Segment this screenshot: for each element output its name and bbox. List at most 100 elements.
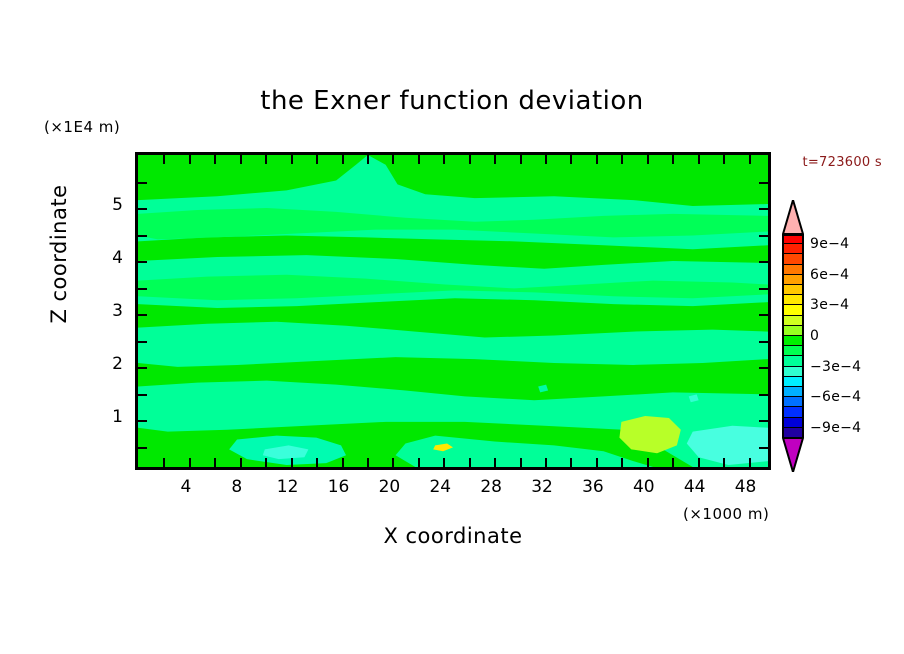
y-axis-tick bbox=[138, 234, 147, 237]
y-axis-tick-label: 5 bbox=[112, 195, 123, 215]
colorbar-tick-label: −6e−4 bbox=[810, 389, 862, 406]
x-axis-tick bbox=[723, 155, 726, 164]
y-axis-tick bbox=[759, 393, 768, 396]
colorbar-band[interactable] bbox=[782, 325, 804, 336]
x-axis-tick bbox=[239, 155, 242, 164]
x-axis-tick bbox=[163, 155, 166, 164]
contour-bands bbox=[138, 155, 768, 467]
y-axis-tick bbox=[759, 234, 768, 237]
colorbar-band[interactable] bbox=[782, 376, 804, 387]
x-axis-tick bbox=[723, 458, 726, 467]
x-axis-tick bbox=[595, 458, 598, 467]
x-axis-tick-label: 16 bbox=[327, 477, 350, 497]
colorbar-band[interactable] bbox=[782, 356, 804, 367]
x-axis-tick bbox=[468, 458, 471, 467]
x-axis-tick bbox=[265, 155, 268, 164]
x-axis-title: X coordinate bbox=[383, 524, 523, 548]
y-axis-tick bbox=[138, 446, 147, 449]
x-axis-tick bbox=[494, 155, 497, 164]
y-axis-tick-label: 3 bbox=[112, 301, 123, 321]
colorbar-band[interactable] bbox=[782, 407, 804, 418]
x-axis-tick-label: 36 bbox=[582, 477, 604, 497]
contour-field bbox=[138, 155, 768, 467]
contour-plot-area bbox=[135, 152, 771, 470]
x-axis-tick bbox=[341, 155, 344, 164]
y-axis-tick bbox=[138, 261, 147, 263]
x-axis-tick bbox=[494, 458, 497, 467]
x-axis-tick bbox=[214, 458, 217, 467]
colorbar-band[interactable] bbox=[782, 387, 804, 398]
colorbar-tick-label: −3e−4 bbox=[810, 358, 862, 375]
y-axis-tick-label: 1 bbox=[112, 407, 123, 427]
x-axis-tick bbox=[646, 155, 649, 164]
x-axis-tick bbox=[163, 458, 166, 467]
colorbar-band[interactable] bbox=[782, 244, 804, 255]
y-axis-tick bbox=[138, 181, 147, 184]
colorbar-band[interactable] bbox=[782, 274, 804, 285]
x-axis-tick-label: 24 bbox=[429, 477, 452, 497]
x-axis-tick bbox=[468, 155, 471, 164]
colorbar-band[interactable] bbox=[782, 366, 804, 377]
y-axis-tick-label: 2 bbox=[112, 354, 123, 374]
colorbar-band[interactable] bbox=[782, 285, 804, 296]
x-axis-tick bbox=[316, 458, 319, 467]
y-axis-tick bbox=[759, 446, 768, 449]
x-axis-tick bbox=[316, 155, 319, 164]
colorbar-band[interactable] bbox=[782, 427, 804, 438]
y-axis-tick bbox=[759, 314, 768, 316]
page-title: the Exner function deviation bbox=[260, 86, 644, 116]
colorbar-band[interactable] bbox=[782, 254, 804, 265]
x-axis-tick bbox=[366, 155, 369, 164]
colorbar-band[interactable] bbox=[782, 315, 804, 326]
y-axis-tick bbox=[759, 261, 768, 263]
x-axis-tick bbox=[214, 155, 217, 164]
x-axis-tick bbox=[417, 155, 420, 164]
x-axis-tick bbox=[748, 155, 751, 164]
x-axis-tick-label: 4 bbox=[180, 477, 192, 497]
y-axis-tick bbox=[138, 208, 147, 210]
y-axis-tick bbox=[138, 393, 147, 396]
x-axis-tick bbox=[341, 458, 344, 467]
y-axis-tick bbox=[138, 367, 147, 369]
colorbar-band[interactable] bbox=[782, 397, 804, 408]
colorbar-over-arrow bbox=[781, 196, 805, 235]
x-axis-tick bbox=[392, 155, 395, 164]
colorbar-under-arrow bbox=[781, 437, 805, 476]
colorbar-band[interactable] bbox=[782, 305, 804, 316]
y-axis-tick bbox=[759, 287, 768, 290]
y-axis-tick bbox=[138, 287, 147, 290]
colorbar[interactable]: 9e−4 6e−4 3e−4 0 −3e−4 −6e−4 −9e−4 bbox=[781, 196, 861, 476]
colorbar-band[interactable] bbox=[782, 264, 804, 275]
y-axis-tick bbox=[138, 340, 147, 343]
x-axis-tick bbox=[239, 458, 242, 467]
colorbar-tick-label: 6e−4 bbox=[810, 266, 850, 283]
x-axis-tick bbox=[366, 458, 369, 467]
x-axis-tick-label: 40 bbox=[632, 477, 655, 497]
y-axis-tick bbox=[759, 367, 768, 369]
x-axis-tick-label: 8 bbox=[231, 477, 243, 497]
y-axis-tick bbox=[759, 420, 768, 422]
colorbar-band[interactable] bbox=[782, 417, 804, 428]
colorbar-tick-label: 3e−4 bbox=[810, 297, 850, 314]
x-axis-tick bbox=[188, 458, 191, 467]
x-axis-tick bbox=[443, 458, 446, 467]
y-axis-unit-label: (×1E4 m) bbox=[44, 118, 121, 136]
x-axis-unit-label: (×1000 m) bbox=[683, 505, 770, 523]
y-axis-tick bbox=[759, 181, 768, 184]
colorbar-band[interactable] bbox=[782, 346, 804, 357]
y-axis-tick bbox=[138, 420, 147, 422]
x-axis-tick bbox=[265, 458, 268, 467]
colorbar-tick-label: −9e−4 bbox=[810, 419, 862, 436]
x-axis-tick-label: 28 bbox=[480, 477, 502, 497]
x-axis-tick bbox=[392, 458, 395, 467]
colorbar-band[interactable] bbox=[782, 234, 804, 245]
x-axis-tick bbox=[290, 458, 293, 467]
x-axis-tick bbox=[417, 458, 420, 467]
x-axis-tick bbox=[545, 458, 548, 467]
x-axis-tick bbox=[646, 458, 649, 467]
x-axis-tick bbox=[672, 458, 675, 467]
y-axis-title: Z coordinate bbox=[47, 184, 71, 324]
colorbar-band[interactable] bbox=[782, 295, 804, 306]
colorbar-band[interactable] bbox=[782, 336, 804, 347]
